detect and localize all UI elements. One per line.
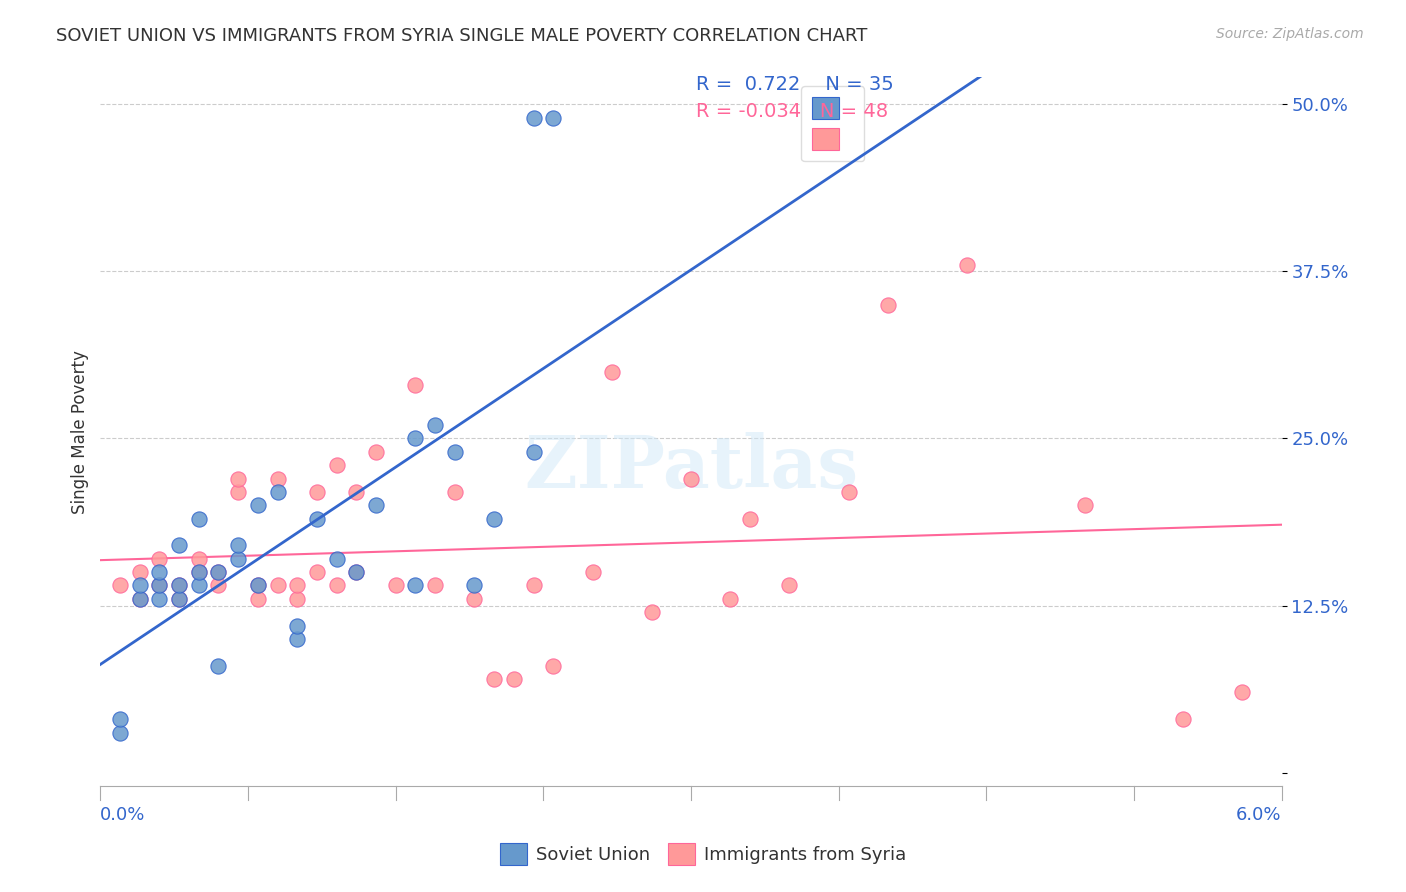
Point <box>325 551 347 566</box>
Point <box>167 591 190 606</box>
Point <box>740 511 762 525</box>
Point <box>266 578 288 592</box>
Point <box>423 578 446 592</box>
Point <box>167 578 190 592</box>
Point <box>877 298 900 312</box>
Text: SOVIET UNION VS IMMIGRANTS FROM SYRIA SINGLE MALE POVERTY CORRELATION CHART: SOVIET UNION VS IMMIGRANTS FROM SYRIA SI… <box>56 27 868 45</box>
Point <box>325 578 347 592</box>
Legend: , : , <box>801 87 865 161</box>
Point <box>285 591 308 606</box>
Point <box>226 484 249 499</box>
Point <box>285 632 308 646</box>
Point <box>246 578 269 592</box>
Point <box>207 658 229 673</box>
Y-axis label: Single Male Poverty: Single Male Poverty <box>72 350 89 514</box>
Point <box>108 712 131 726</box>
Point <box>325 458 347 472</box>
Point <box>148 578 170 592</box>
Point <box>246 591 269 606</box>
Point <box>246 498 269 512</box>
Point <box>128 591 150 606</box>
Point <box>463 591 485 606</box>
Point <box>285 578 308 592</box>
Point <box>443 444 465 458</box>
Point <box>404 578 426 592</box>
Point <box>482 511 505 525</box>
Point <box>148 551 170 566</box>
Point <box>148 591 170 606</box>
Point <box>679 471 702 485</box>
Point <box>384 578 406 592</box>
Point <box>207 578 229 592</box>
Text: 0.0%: 0.0% <box>100 806 146 824</box>
Text: R = -0.034   N = 48: R = -0.034 N = 48 <box>696 102 889 121</box>
Point <box>187 565 209 579</box>
Point <box>305 484 328 499</box>
Point <box>502 672 524 686</box>
Point <box>108 725 131 739</box>
Point <box>1232 685 1254 699</box>
Point <box>404 432 426 446</box>
Point <box>541 658 564 673</box>
Point <box>305 511 328 525</box>
Point <box>108 578 131 592</box>
Point <box>600 365 623 379</box>
Point <box>718 591 741 606</box>
Point <box>482 672 505 686</box>
Point <box>364 498 387 512</box>
Point <box>207 565 229 579</box>
Point <box>364 444 387 458</box>
Point <box>522 578 544 592</box>
Text: 6.0%: 6.0% <box>1236 806 1282 824</box>
Text: R =  0.722    N = 35: R = 0.722 N = 35 <box>696 75 894 95</box>
Legend: Soviet Union, Immigrants from Syria: Soviet Union, Immigrants from Syria <box>491 834 915 874</box>
Point <box>344 565 367 579</box>
Point <box>266 484 288 499</box>
Point <box>640 605 662 619</box>
Point <box>463 578 485 592</box>
Point <box>128 591 150 606</box>
Point <box>187 551 209 566</box>
Point <box>522 111 544 125</box>
Point <box>148 578 170 592</box>
Point <box>167 578 190 592</box>
Point <box>266 471 288 485</box>
Point <box>226 538 249 552</box>
Point <box>207 565 229 579</box>
Point <box>423 418 446 433</box>
Point <box>838 484 860 499</box>
Point <box>1173 712 1195 726</box>
Point <box>187 511 209 525</box>
Text: Source: ZipAtlas.com: Source: ZipAtlas.com <box>1216 27 1364 41</box>
Point <box>246 578 269 592</box>
Point <box>285 618 308 632</box>
Point <box>187 565 209 579</box>
Point <box>148 565 170 579</box>
Point <box>581 565 603 579</box>
Text: ZIPatlas: ZIPatlas <box>524 432 858 503</box>
Point <box>344 565 367 579</box>
Point <box>541 111 564 125</box>
Point <box>344 484 367 499</box>
Point <box>443 484 465 499</box>
Point <box>1074 498 1097 512</box>
Point <box>187 578 209 592</box>
Point <box>128 578 150 592</box>
Point <box>956 258 979 272</box>
Point <box>167 591 190 606</box>
Point <box>404 378 426 392</box>
Point <box>226 471 249 485</box>
Point <box>167 538 190 552</box>
Point <box>226 551 249 566</box>
Point <box>128 565 150 579</box>
Point <box>305 565 328 579</box>
Point <box>522 444 544 458</box>
Point <box>779 578 801 592</box>
